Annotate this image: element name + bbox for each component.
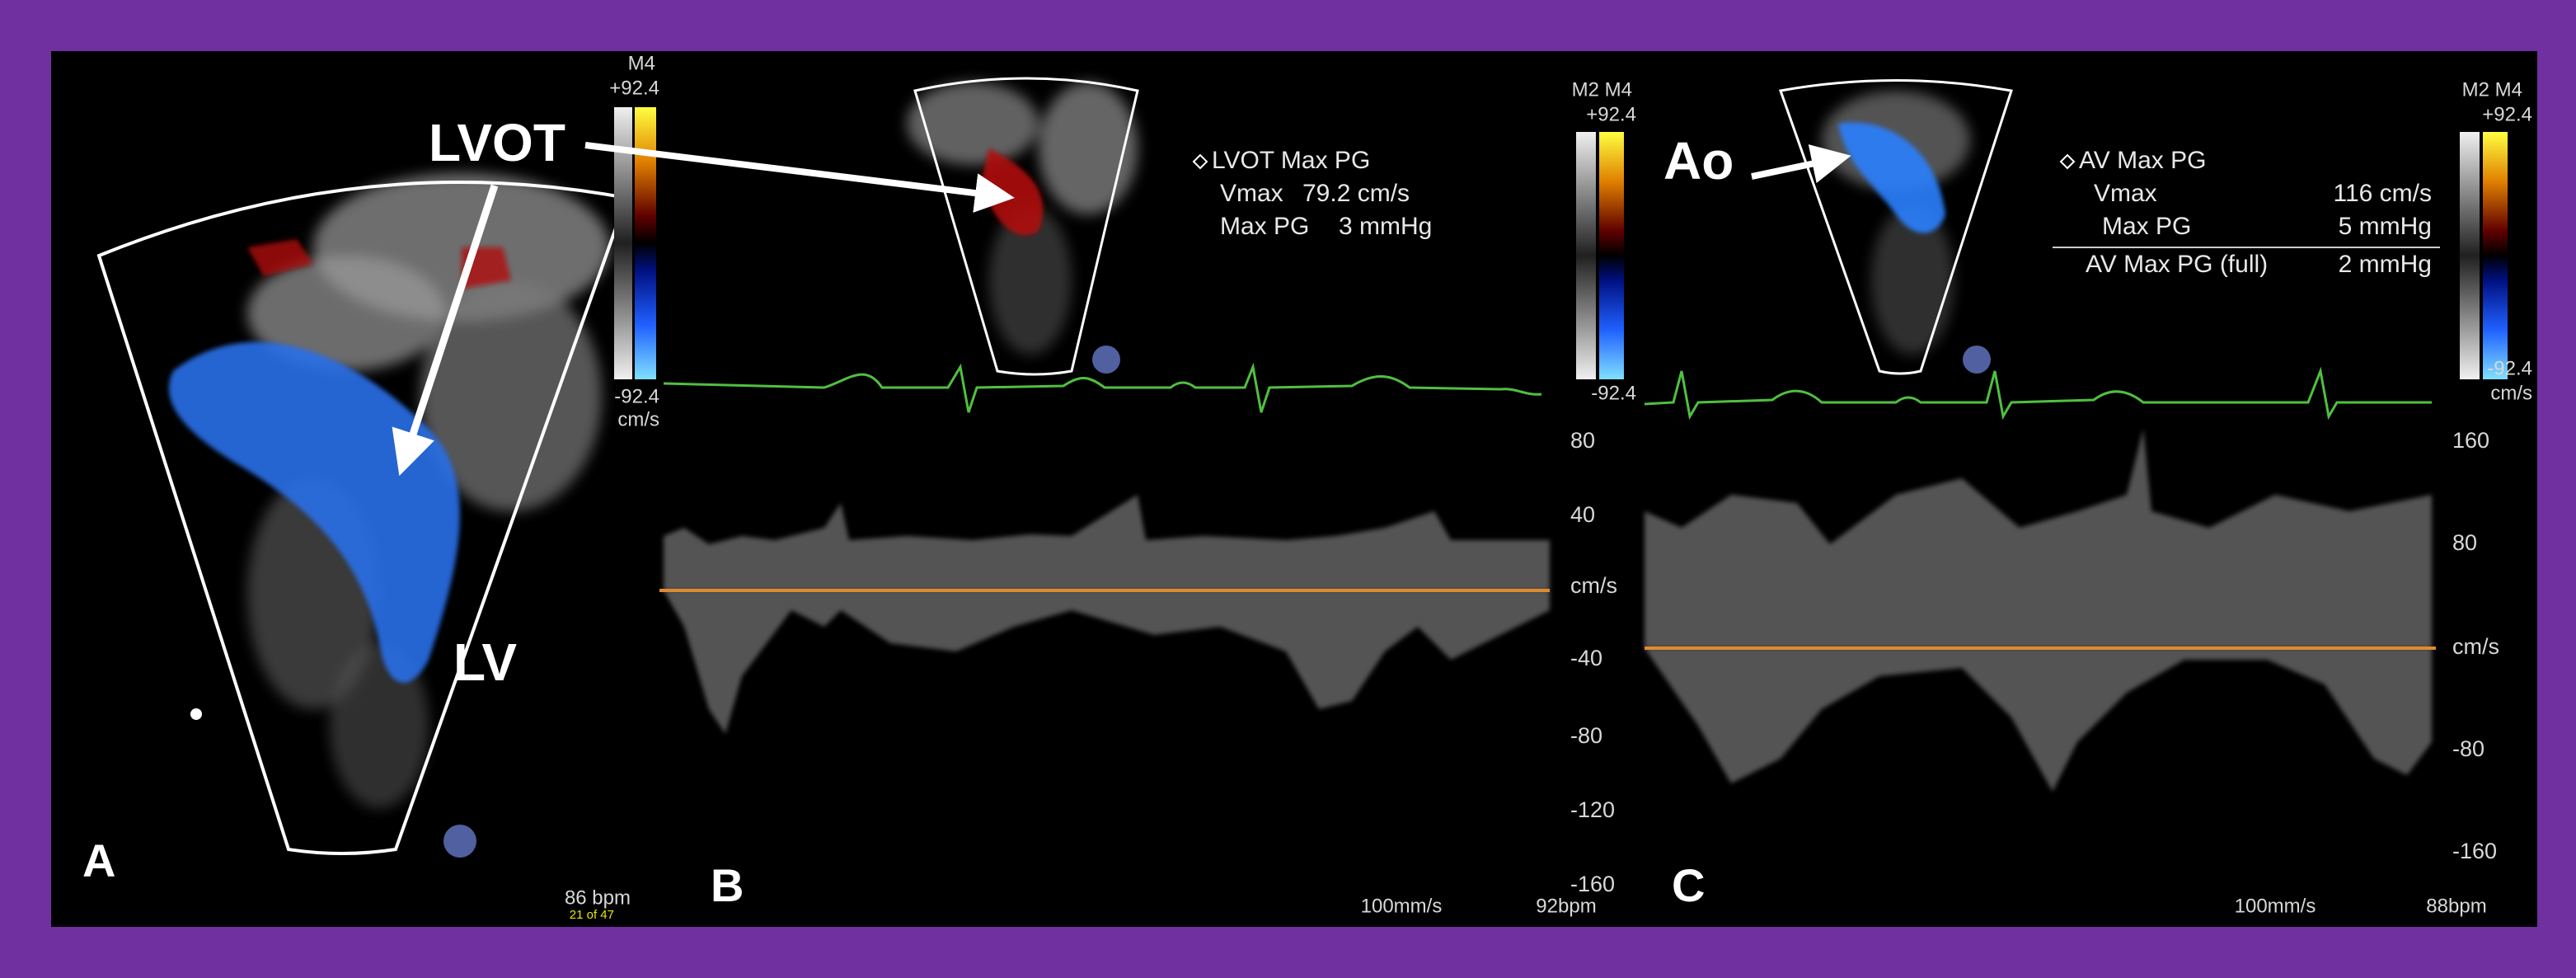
velocity-label: cm/s bbox=[1570, 573, 1617, 598]
color-bar-unit: cm/s bbox=[617, 408, 659, 430]
color-bar-min: -92.4 bbox=[2487, 357, 2532, 379]
velocity-label: -160 bbox=[1570, 872, 1615, 896]
velocity-label: -80 bbox=[1570, 723, 1602, 748]
arrow bbox=[584, 142, 1015, 213]
color-bar bbox=[635, 107, 656, 379]
sector-outline bbox=[913, 77, 1139, 376]
panel-letter: B bbox=[711, 859, 744, 911]
arrow bbox=[392, 184, 499, 477]
ecg-trace bbox=[663, 362, 1542, 413]
color-bar-min: -92.4 bbox=[614, 385, 659, 407]
measurement-name: Vmax bbox=[2094, 180, 2157, 207]
probe-icon bbox=[1092, 346, 1120, 374]
probe-icon bbox=[1963, 346, 1991, 374]
frame-counter: 21 of 47 bbox=[570, 908, 614, 922]
arrow-label: Ao bbox=[1663, 131, 1734, 190]
gray-bar bbox=[614, 107, 632, 379]
color-flow bbox=[168, 341, 460, 683]
color-bar-mode: M2 M4 bbox=[1572, 78, 1632, 101]
gray-bar bbox=[2460, 132, 2480, 379]
velocity-label: 80 bbox=[1570, 428, 1595, 453]
measurement-value: 3 mmHg bbox=[1339, 213, 1432, 240]
velocity-label: -120 bbox=[1570, 797, 1615, 822]
tissue-echo bbox=[907, 82, 1138, 355]
panel-letter: C bbox=[1672, 859, 1705, 911]
gray-bar bbox=[1576, 132, 1596, 379]
color-bar-max: +92.4 bbox=[1586, 103, 1636, 125]
color-bar-max: +92.4 bbox=[2482, 103, 2532, 125]
measurement-name: AV Max PG (full) bbox=[2086, 251, 2268, 278]
color-flow-red bbox=[247, 239, 511, 289]
panel-a: LVOT LV A M4 +92.4 -92.4 cm/s 86 bpm 21 … bbox=[82, 52, 659, 922]
heart-rate: 88bpm bbox=[2426, 895, 2486, 917]
velocity-label: 40 bbox=[1570, 502, 1595, 527]
color-bar-min: -92.4 bbox=[1591, 382, 1636, 404]
color-flow bbox=[1838, 122, 1945, 233]
sector-outline bbox=[1778, 79, 2013, 375]
sweep-speed: 100mm/s bbox=[1361, 895, 1443, 917]
ecg-trace bbox=[1644, 366, 2432, 421]
panel-letter: A bbox=[82, 835, 115, 886]
measurement-value: 5 mmHg bbox=[2339, 213, 2432, 240]
measurement-value: 116 cm/s bbox=[2334, 180, 2433, 207]
color-bar-max: +92.4 bbox=[609, 77, 659, 99]
color-bar-unit: cm/s bbox=[2490, 382, 2532, 404]
color-bar bbox=[1599, 132, 1624, 379]
doppler-forward bbox=[664, 495, 1550, 590]
velocity-label: 160 bbox=[2452, 428, 2489, 453]
doppler-forward bbox=[1645, 429, 2432, 648]
marker-dot bbox=[190, 708, 202, 720]
color-bar bbox=[2483, 132, 2508, 379]
measurement-name: Vmax bbox=[1220, 180, 1283, 207]
panel-b: LVOT Max PG Vmax 79.2 cm/s Max PG 3 mmHg… bbox=[584, 77, 1636, 917]
measurement-value: 2 mmHg bbox=[2339, 251, 2432, 278]
arrow bbox=[1751, 144, 1851, 184]
caliper-icon bbox=[2059, 153, 2076, 170]
heart-rate: 86 bpm bbox=[565, 886, 631, 909]
velocity-label: -40 bbox=[1570, 646, 1602, 670]
arrow-label: LVOT bbox=[429, 113, 565, 172]
velocity-label: cm/s bbox=[2452, 634, 2499, 659]
probe-icon bbox=[443, 825, 476, 858]
sector-outline bbox=[96, 181, 629, 855]
caliper-icon bbox=[1192, 153, 1208, 170]
measurement-name: Max PG bbox=[1220, 213, 1309, 240]
doppler-reverse bbox=[664, 590, 1550, 734]
measurement-name: Max PG bbox=[2102, 213, 2191, 240]
velocity-label: -80 bbox=[2452, 736, 2485, 761]
measurement-title: AV Max PG bbox=[2079, 147, 2206, 174]
chamber-label: LV bbox=[453, 632, 517, 692]
sweep-speed: 100mm/s bbox=[2235, 895, 2316, 917]
doppler-reverse bbox=[1645, 648, 2432, 792]
velocity-label: 80 bbox=[2452, 530, 2477, 555]
heart-rate: 92bpm bbox=[1536, 895, 1596, 917]
color-bar-mode: M2 M4 bbox=[2462, 78, 2522, 101]
velocity-label: -160 bbox=[2452, 839, 2497, 863]
measurement-value: 79.2 cm/s bbox=[1302, 180, 1410, 207]
color-bar-mode: M4 bbox=[628, 52, 655, 74]
measurement-title: LVOT Max PG bbox=[1212, 147, 1370, 174]
panel-c: Ao AV Max PG Vmax 116 cm/s Max PG 5 mmHg… bbox=[1644, 78, 2532, 917]
